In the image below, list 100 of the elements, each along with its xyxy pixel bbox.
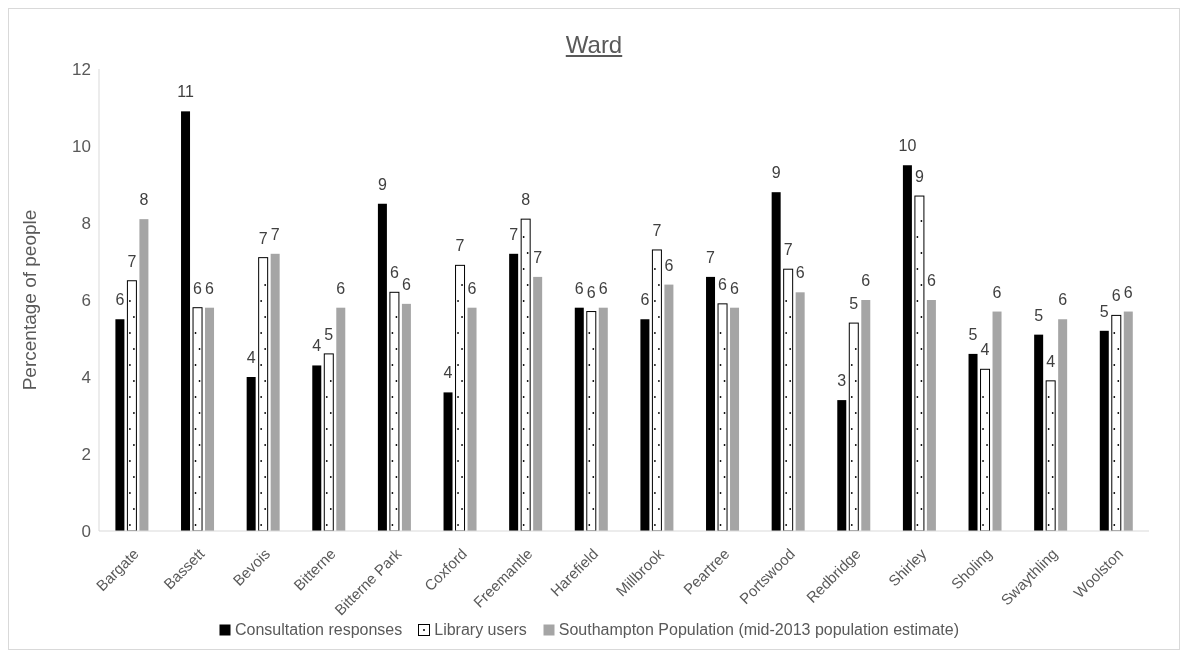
bar bbox=[258, 257, 269, 531]
bar bbox=[837, 400, 847, 531]
data-label: 7 bbox=[652, 221, 662, 239]
data-label: 5 bbox=[324, 325, 334, 343]
bar bbox=[377, 203, 387, 531]
data-label: 6 bbox=[401, 275, 411, 293]
chart-title: Ward bbox=[564, 31, 624, 59]
data-label: 6 bbox=[861, 272, 871, 289]
bar bbox=[640, 319, 650, 531]
bar bbox=[730, 307, 740, 531]
bar bbox=[467, 307, 477, 531]
bar bbox=[914, 195, 925, 531]
bar bbox=[771, 192, 781, 531]
data-label: 10 bbox=[898, 137, 917, 155]
bar bbox=[717, 303, 728, 531]
data-label: 6 bbox=[467, 279, 477, 297]
y-tick-label: 12 bbox=[72, 60, 91, 80]
bar bbox=[246, 377, 256, 531]
bar bbox=[651, 249, 662, 531]
data-label: 6 bbox=[664, 256, 674, 274]
bar bbox=[1045, 380, 1056, 531]
legend-label: Southampton Population (mid-2013 population estimate) bbox=[558, 621, 959, 639]
data-label: 5 bbox=[1034, 306, 1044, 324]
data-label: 9 bbox=[914, 168, 924, 186]
data-label: 6 bbox=[1058, 291, 1068, 309]
bar bbox=[795, 292, 805, 531]
data-label: 7 bbox=[509, 225, 519, 243]
data-label: 6 bbox=[193, 279, 203, 297]
data-label: 6 bbox=[115, 291, 125, 309]
data-label: 6 bbox=[205, 279, 215, 297]
bar bbox=[401, 303, 411, 531]
bar bbox=[926, 300, 936, 531]
bar bbox=[336, 307, 346, 531]
data-label: 7 bbox=[706, 248, 716, 266]
data-label: 4 bbox=[312, 337, 322, 355]
data-label: 8 bbox=[521, 191, 531, 209]
data-label: 7 bbox=[455, 237, 465, 255]
data-label: 6 bbox=[730, 279, 740, 297]
bar bbox=[574, 307, 584, 531]
data-label: 11 bbox=[177, 83, 194, 101]
bar bbox=[586, 311, 597, 531]
data-label: 6 bbox=[926, 272, 936, 289]
y-tick-label: 8 bbox=[81, 214, 91, 234]
bar bbox=[205, 307, 215, 531]
data-label: 6 bbox=[598, 279, 608, 297]
bar bbox=[181, 111, 191, 531]
bar bbox=[115, 319, 125, 531]
data-label: 7 bbox=[783, 241, 793, 259]
data-label: 4 bbox=[1046, 352, 1056, 370]
bar bbox=[126, 280, 137, 531]
data-label: 6 bbox=[640, 291, 650, 309]
bar bbox=[1034, 334, 1044, 531]
bar bbox=[443, 392, 453, 531]
y-tick-label: 10 bbox=[72, 137, 91, 157]
data-label: 6 bbox=[795, 264, 805, 282]
data-label: 4 bbox=[980, 341, 990, 359]
data-label: 5 bbox=[1099, 302, 1109, 320]
bar bbox=[992, 311, 1002, 531]
data-label: 6 bbox=[1123, 283, 1133, 301]
legend-label: Library users bbox=[434, 621, 527, 639]
data-label: 6 bbox=[336, 279, 346, 297]
bar bbox=[902, 165, 912, 531]
legend-label: Consultation responses bbox=[235, 621, 403, 639]
data-label: 7 bbox=[127, 252, 137, 270]
bar bbox=[598, 307, 608, 531]
data-label: 6 bbox=[718, 275, 728, 293]
data-label: 7 bbox=[270, 225, 280, 243]
bar bbox=[1058, 319, 1068, 531]
bar bbox=[533, 276, 543, 531]
data-label: 6 bbox=[992, 283, 1002, 301]
data-label: 9 bbox=[377, 175, 387, 193]
bar bbox=[1111, 314, 1122, 531]
data-label: 8 bbox=[139, 191, 149, 209]
bar bbox=[968, 353, 978, 531]
bar bbox=[520, 218, 531, 531]
data-label: 9 bbox=[771, 164, 781, 182]
y-tick-label: 0 bbox=[81, 522, 91, 542]
bar bbox=[783, 268, 794, 531]
bar bbox=[455, 264, 466, 531]
bar bbox=[848, 322, 859, 531]
data-label: 5 bbox=[968, 325, 978, 343]
data-label: 4 bbox=[443, 364, 453, 382]
bar bbox=[706, 276, 716, 531]
bar bbox=[139, 219, 149, 531]
bar bbox=[389, 291, 400, 531]
bar bbox=[192, 307, 203, 531]
data-label: 7 bbox=[258, 229, 268, 247]
y-tick-label: 4 bbox=[81, 368, 91, 388]
bar bbox=[312, 365, 322, 531]
data-label: 6 bbox=[586, 283, 596, 301]
data-label: 5 bbox=[849, 295, 859, 313]
bar bbox=[509, 253, 519, 531]
data-label: 6 bbox=[574, 279, 584, 297]
data-label: 7 bbox=[533, 248, 543, 266]
bar bbox=[1099, 330, 1109, 531]
y-axis-title: Percentage of people bbox=[18, 209, 40, 391]
bar bbox=[664, 284, 674, 531]
data-label: 3 bbox=[837, 372, 847, 390]
data-label: 4 bbox=[246, 349, 256, 366]
bar bbox=[323, 353, 334, 531]
